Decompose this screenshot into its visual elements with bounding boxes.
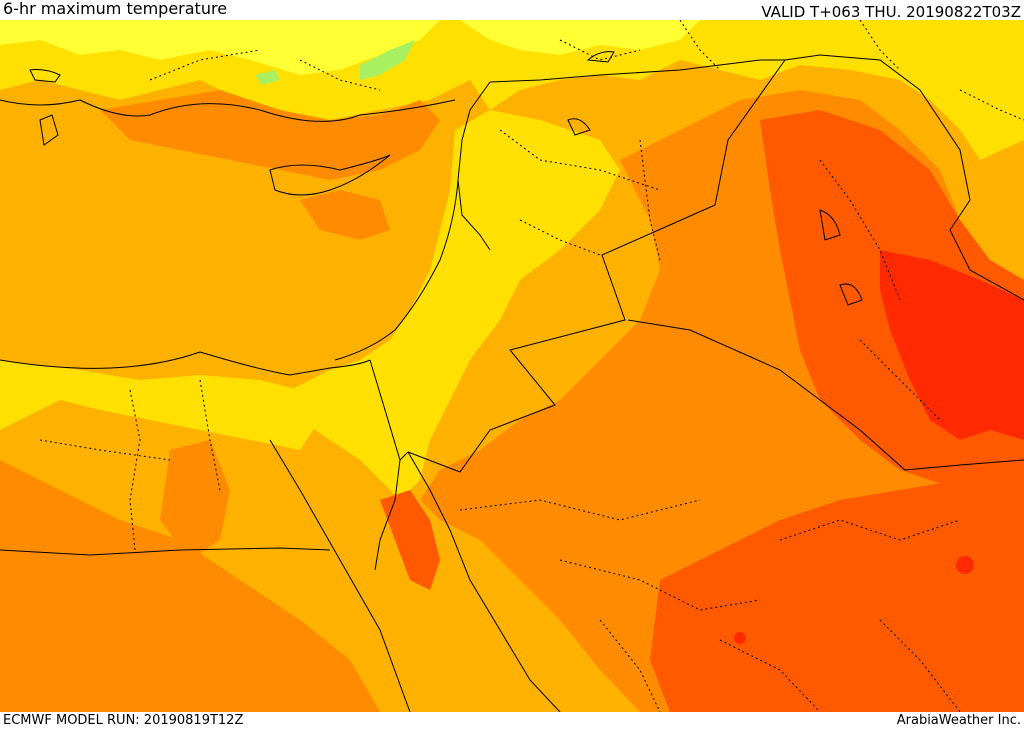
- temp-zone-orange-south-2: [160, 440, 230, 560]
- temp-zone-yellow-egypt: [0, 360, 320, 450]
- temp-zone-orange-south: [0, 460, 380, 712]
- credit-label: ArabiaWeather Inc.: [896, 713, 1021, 728]
- temp-zone-green-2: [255, 70, 280, 85]
- valid-time: VALID T+063 THU. 20190822T03Z: [761, 3, 1021, 21]
- temp-zone-yellow-levant: [290, 110, 620, 500]
- country-borders: [0, 54, 1024, 712]
- temp-zone-red-spot-2: [734, 632, 746, 644]
- temp-zone-red-spot: [956, 556, 974, 574]
- temp-zone-orange-med-2: [300, 190, 390, 240]
- model-run-label: ECMWF MODEL RUN: 20190819T12Z: [3, 713, 244, 728]
- temp-zone-pale-yellow: [0, 20, 440, 75]
- temp-zone-dark-orange-arabia: [650, 480, 1024, 712]
- province-borders: [39, 20, 1024, 712]
- temp-zone-orange-med: [100, 90, 440, 180]
- temp-zone-red: [880, 250, 1024, 440]
- temp-zone-dark-orange-aqaba: [380, 490, 440, 590]
- map-title: 6-hr maximum temperature: [3, 0, 228, 18]
- temperature-map: [0, 20, 1024, 712]
- header-bar: 6-hr maximum temperature VALID T+063 THU…: [0, 0, 1024, 21]
- temp-zone-pale-yellow-2: [460, 20, 700, 55]
- footer-bar: ECMWF MODEL RUN: 20190819T12Z ArabiaWeat…: [0, 712, 1024, 729]
- coastlines: [0, 51, 863, 361]
- temp-zone-green: [360, 40, 415, 80]
